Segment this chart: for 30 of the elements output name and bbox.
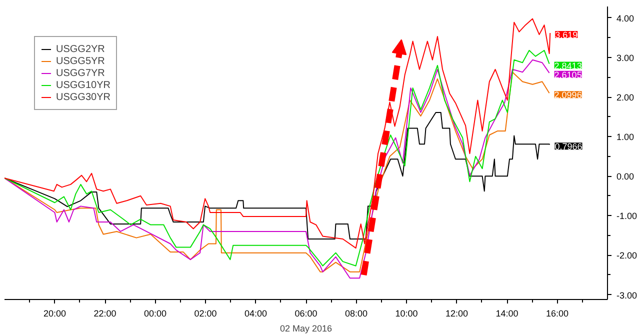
data-label: 3.619 [555, 30, 578, 40]
legend-label: USGG30YR [56, 91, 110, 103]
x-tick-label: 00:00 [144, 308, 167, 318]
y-tick-label: 2.00 [616, 92, 634, 103]
x-tick-label: 02:00 [194, 308, 217, 318]
x-axis-title: 02 May 2016 [280, 324, 332, 334]
x-tick-label: 16:00 [546, 308, 569, 318]
x-tick-label: 06:00 [294, 308, 318, 318]
x-tick-label: 08:00 [344, 308, 368, 318]
x-tick-label: 10:00 [395, 308, 418, 318]
y-tick-label: 3.00 [616, 53, 634, 64]
legend-label: USGG7YR [56, 67, 105, 79]
data-label: 2.0996 [554, 90, 582, 100]
y-tick-label: 0.00 [616, 172, 634, 182]
data-label: 0.7966 [554, 142, 582, 152]
x-tick-label: 04:00 [244, 308, 268, 318]
data-label: 2.6105 [554, 70, 582, 80]
y-tick-label: -1.00 [616, 211, 638, 222]
x-tick-label: 22:00 [94, 308, 116, 318]
y-tick-label: 4.00 [616, 13, 634, 24]
data-label: 2.8413 [554, 60, 582, 71]
legend-label: USGG10YR [56, 79, 110, 91]
y-tick-label: -3.00 [616, 290, 638, 300]
x-tick-label: 20:00 [43, 308, 66, 318]
y-tick-label: 1.00 [616, 132, 634, 142]
x-tick-label: 12:00 [445, 308, 468, 318]
y-tick-label: -2.00 [616, 250, 638, 261]
legend-label: USGG2YR [56, 43, 105, 55]
legend-label: USGG5YR [56, 55, 105, 67]
x-tick-label: 14:00 [496, 308, 518, 318]
